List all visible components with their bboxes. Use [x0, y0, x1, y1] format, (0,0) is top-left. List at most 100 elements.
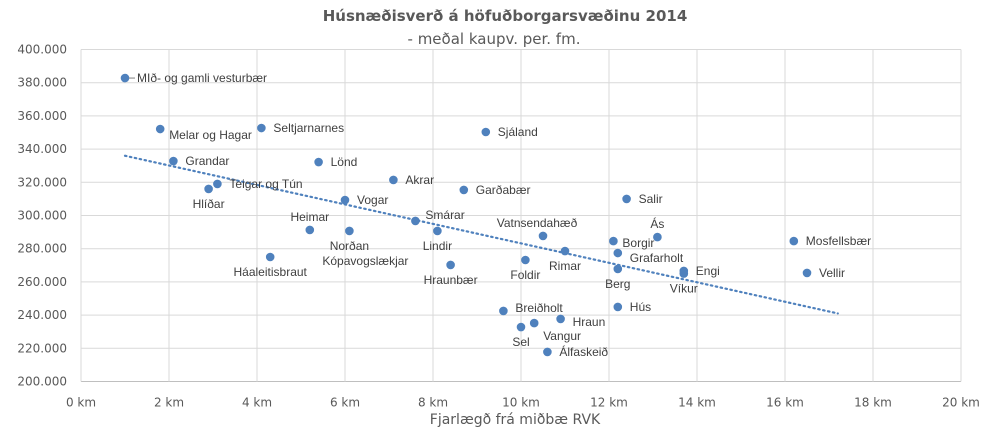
- data-point: [499, 306, 508, 316]
- data-label: Hlíðar: [193, 197, 225, 211]
- y-tick-label: 400.000: [17, 43, 67, 57]
- data-label: Breiðholt: [515, 301, 563, 315]
- data-point: [560, 246, 570, 256]
- y-axis: 200.000 220.000 240.000 260.000 280.000 300.0…: [17, 43, 67, 389]
- data-label: Salir: [639, 192, 663, 206]
- data-label: Teigar og Tún: [229, 177, 302, 191]
- data-label: Álfaskeið: [559, 344, 608, 359]
- data-label: Vogar: [357, 193, 388, 207]
- data-point: [305, 225, 315, 235]
- chart-title: Húsnæðisverð á höfuðborgarsvæðinu 2014: [323, 7, 688, 25]
- y-tick-label: 320.000: [17, 175, 67, 189]
- data-label: Garðabær: [476, 183, 531, 197]
- data-label: Rimar: [549, 259, 581, 273]
- x-tick-label: 2 km: [154, 396, 184, 410]
- data-point: [538, 231, 548, 241]
- data-point: [459, 185, 469, 195]
- data-points: MIð- og gamli vesturbær Melar og Hagar Sel…: [120, 71, 871, 359]
- data-point: [446, 260, 455, 270]
- data-point: [314, 157, 323, 167]
- x-tick-label: 10 km: [502, 396, 540, 410]
- x-tick-label: 12 km: [590, 396, 628, 410]
- y-tick-label: 260.000: [17, 275, 67, 289]
- data-point: [345, 226, 354, 236]
- data-label: Lönd: [331, 155, 358, 169]
- data-label: Hraun: [573, 315, 606, 329]
- data-label: Lindir: [423, 239, 452, 253]
- trendline-path: [123, 154, 839, 315]
- data-label: Ás: [650, 216, 664, 231]
- data-label: Heimar: [290, 210, 329, 224]
- y-tick-label: 220.000: [17, 341, 67, 355]
- data-label: Hraunbær: [424, 273, 478, 287]
- data-label: Sel: [512, 335, 529, 349]
- data-label: Norðan: [330, 239, 369, 253]
- data-label: MIð- og gamli vesturbær: [137, 71, 267, 85]
- data-point: [543, 347, 552, 357]
- data-label: Vangur: [543, 329, 581, 343]
- data-point: [481, 127, 491, 137]
- data-label: Háaleitisbraut: [234, 265, 308, 279]
- y-tick-label: 200.000: [17, 375, 67, 389]
- data-label: Melar og Hagar: [169, 128, 252, 142]
- data-label: Grafarholt: [630, 251, 684, 265]
- y-tick-label: 240.000: [17, 308, 67, 322]
- data-point: [613, 302, 623, 312]
- data-point: [789, 236, 799, 246]
- x-tick-label: 14 km: [678, 396, 716, 410]
- data-point: [516, 322, 526, 332]
- trendline: [123, 154, 839, 315]
- data-label: Berg: [605, 277, 630, 291]
- data-point: [213, 179, 222, 189]
- data-point: [389, 175, 398, 185]
- x-tick-label: 20 km: [942, 396, 980, 410]
- y-tick-label: 300.000: [17, 209, 67, 223]
- x-tick-label: 0 km: [66, 396, 96, 410]
- x-tick-label: 8 km: [418, 396, 448, 410]
- data-label: Grandar: [185, 154, 229, 168]
- x-axis: 0 km 2 km 4 km 6 km 8 km 10 km 12 km 14 km 16 km…: [66, 396, 980, 410]
- data-point: [411, 216, 420, 226]
- data-label: Smárar: [425, 208, 464, 222]
- x-tick-label: 6 km: [330, 396, 360, 410]
- gridlines: [80, 49, 962, 382]
- data-label: Foldir: [510, 268, 540, 282]
- data-point: [622, 194, 631, 204]
- data-point: [653, 232, 662, 242]
- x-tick-label: 18 km: [854, 396, 892, 410]
- data-label: Borgir: [622, 236, 654, 250]
- data-label: Víkur: [670, 282, 698, 296]
- data-point: [556, 314, 565, 324]
- data-point: [613, 264, 623, 274]
- data-label: Engi: [696, 264, 720, 278]
- data-point: [802, 268, 812, 278]
- data-point: [169, 156, 178, 166]
- data-label: Vatnsendahæð: [497, 216, 578, 230]
- y-tick-label: 340.000: [17, 142, 67, 156]
- x-tick-label: 4 km: [242, 396, 272, 410]
- data-point: [609, 236, 618, 246]
- x-tick-label: 16 km: [766, 396, 804, 410]
- data-point: [340, 195, 350, 205]
- data-label: Vellir: [819, 266, 845, 280]
- x-axis-title: Fjarlægð frá miðbæ RVK: [430, 412, 601, 428]
- data-point: [204, 184, 213, 194]
- data-point: [257, 123, 266, 133]
- chart-subtitle: - meðal kaupv. per. fm.: [408, 30, 581, 48]
- y-tick-label: 280.000: [17, 242, 67, 256]
- data-label: Akrar: [405, 173, 434, 187]
- data-label: Hús: [630, 300, 651, 314]
- y-tick-label: 360.000: [17, 109, 67, 123]
- data-point: [613, 248, 623, 258]
- data-point: [529, 318, 539, 328]
- data-point: [433, 226, 442, 236]
- data-point: [120, 73, 130, 83]
- data-label: Sjáland: [498, 125, 538, 139]
- data-label: Mosfellsbær: [806, 234, 871, 248]
- data-point: [521, 255, 530, 265]
- data-point: [679, 269, 689, 278]
- data-label: Seltjarnarnes: [273, 121, 344, 135]
- data-point: [155, 124, 165, 134]
- data-label: Kópavogslækjar: [322, 254, 408, 268]
